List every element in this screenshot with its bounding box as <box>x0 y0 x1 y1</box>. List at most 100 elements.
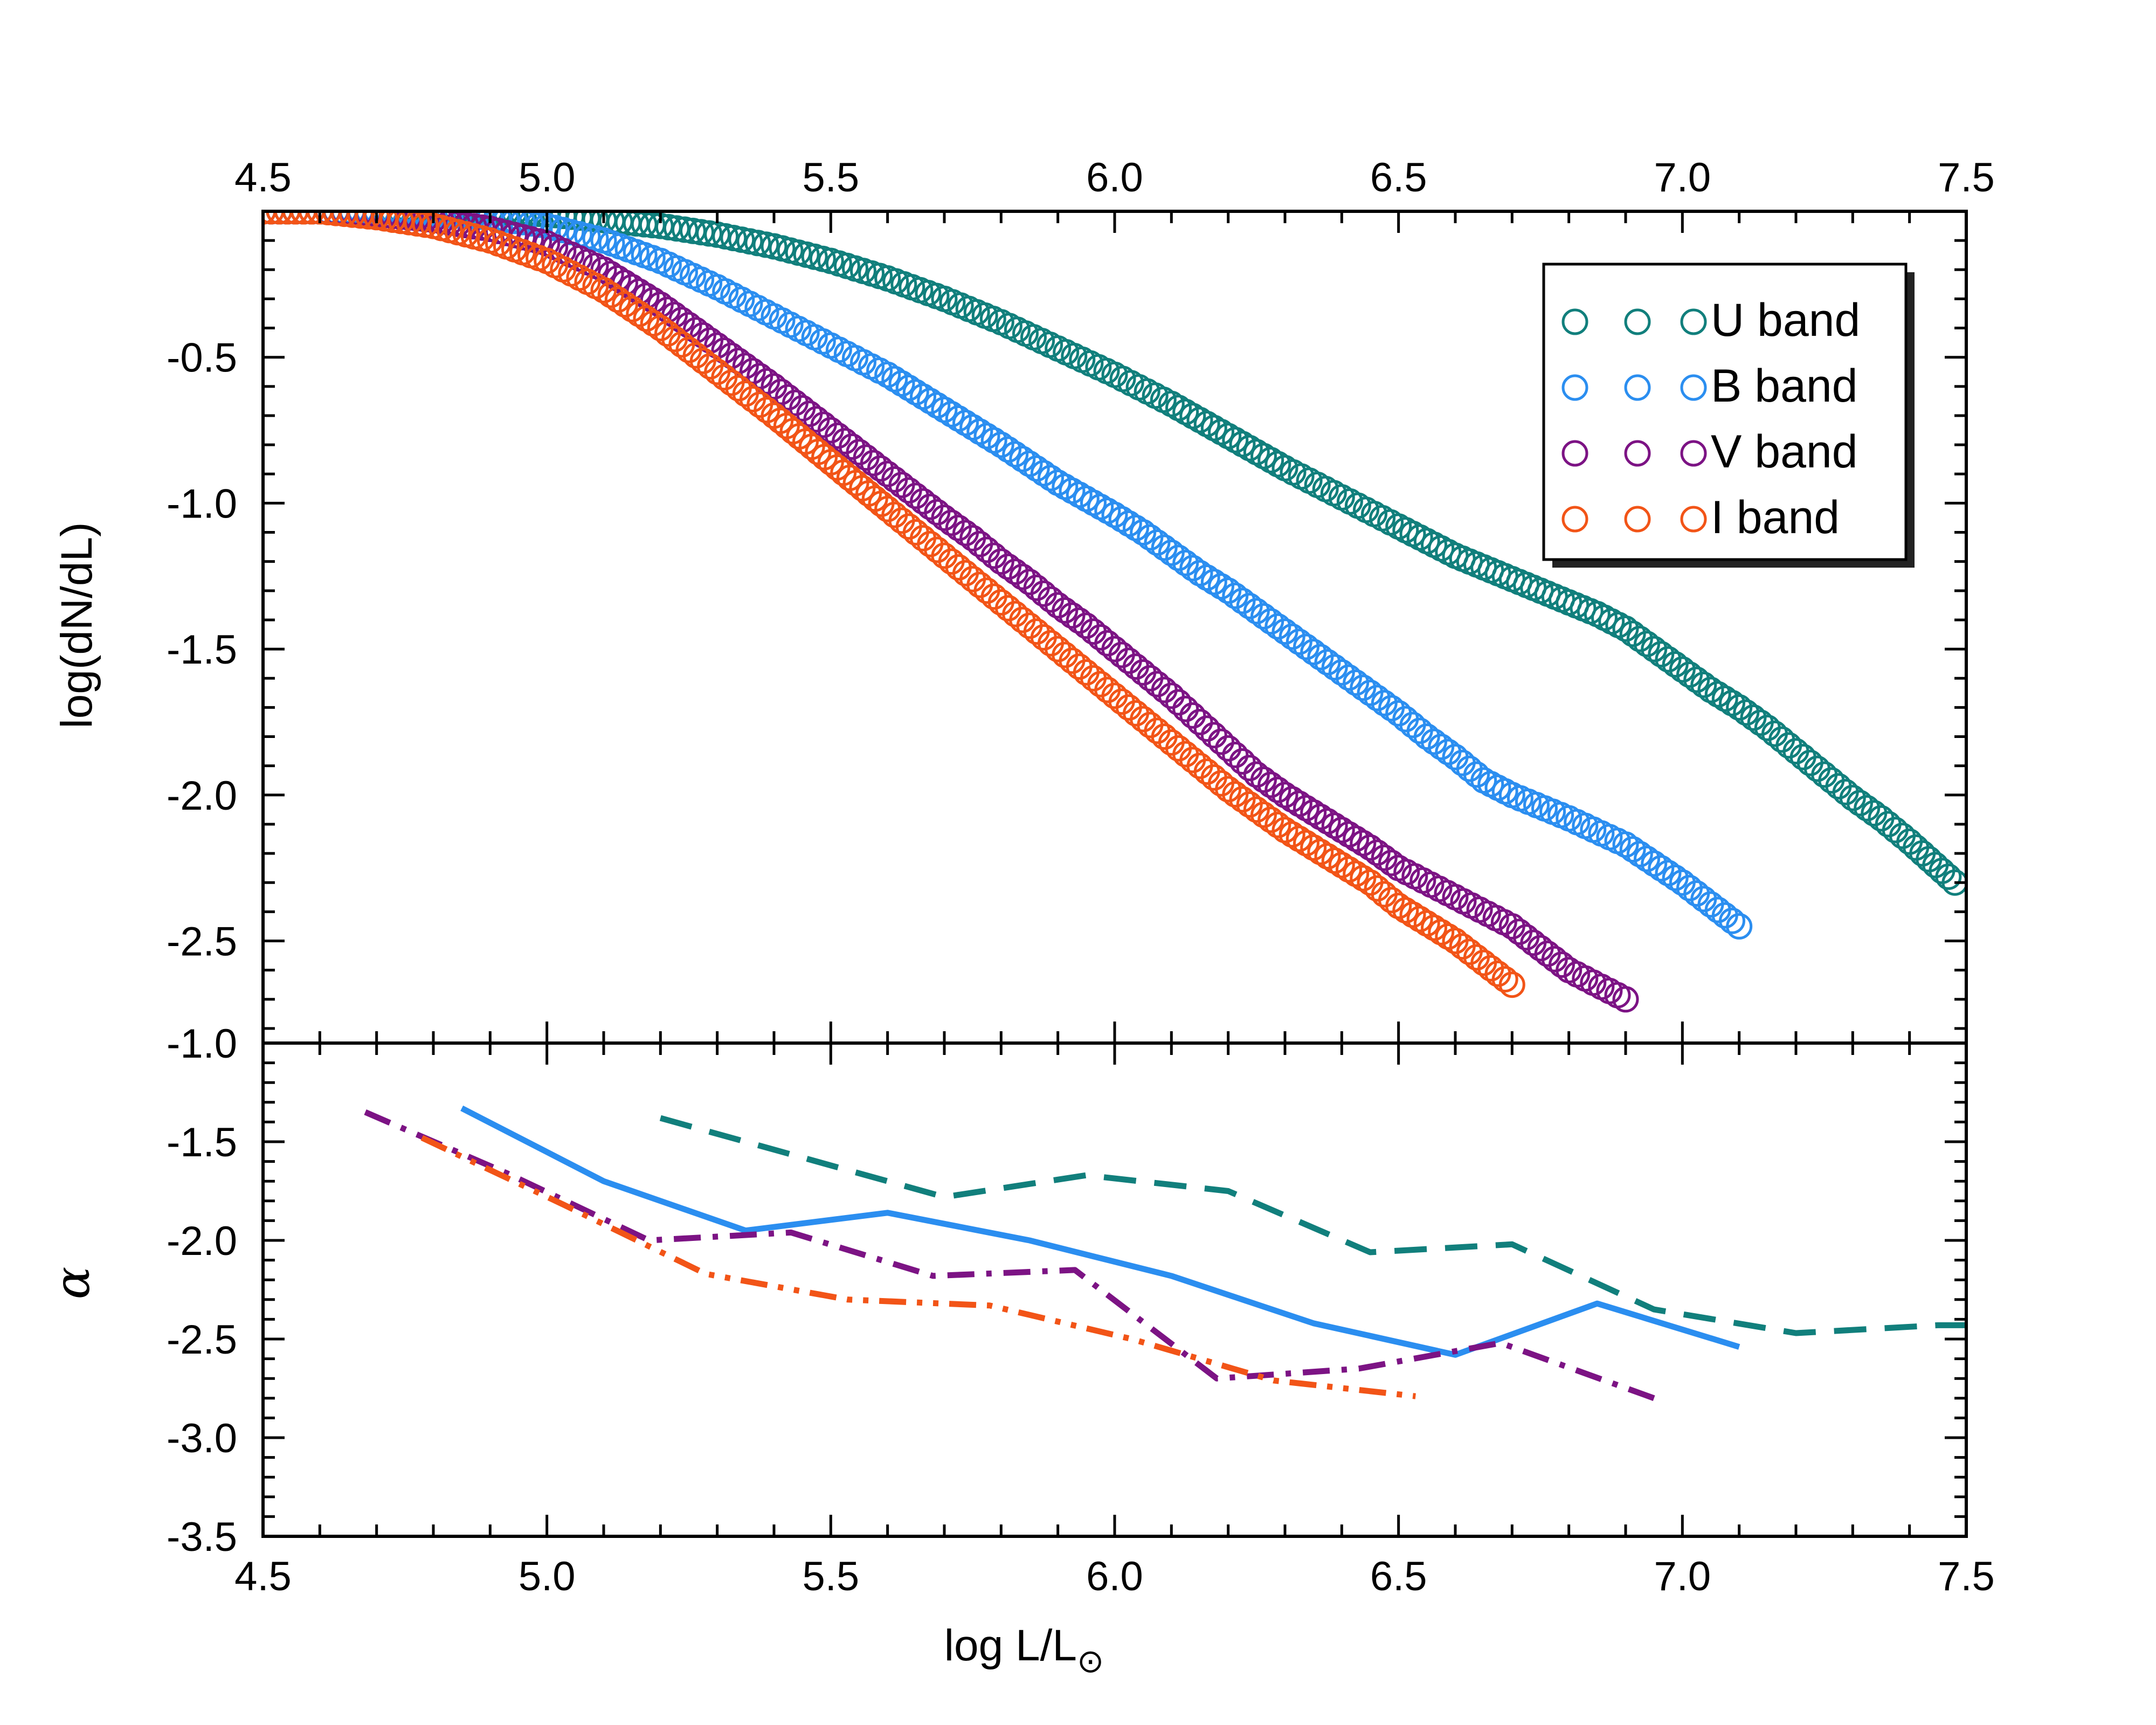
point-i-band <box>1236 791 1263 818</box>
point-b-band <box>1165 544 1192 571</box>
bottom-x-tick-label: 6.0 <box>1086 1554 1143 1599</box>
legend-label-v: V band <box>1711 426 1858 478</box>
point-b-band <box>895 375 922 401</box>
legend: U band B band V band I band <box>1542 263 1915 568</box>
point-i-band <box>1243 796 1270 823</box>
point-u-band <box>1719 689 1745 716</box>
point-i-band <box>1392 897 1419 924</box>
legend-marker-i-band <box>1680 506 1707 533</box>
point-b-band <box>1123 514 1149 541</box>
point-i-band <box>1343 860 1370 887</box>
point-i-band <box>1264 811 1291 838</box>
bottom-x-tick-label: 7.0 <box>1654 1554 1711 1599</box>
point-i-band <box>1385 893 1412 919</box>
point-v-band <box>1045 592 1072 619</box>
point-b-band <box>1200 569 1227 596</box>
legend-marker-v-band <box>1624 440 1651 467</box>
point-v-band <box>1272 782 1298 809</box>
point-v-band <box>945 514 972 541</box>
point-v-band <box>1286 790 1312 817</box>
point-i-band <box>1307 838 1334 865</box>
point-b-band <box>1101 501 1128 528</box>
point-v-band <box>1378 850 1405 877</box>
point-b-band <box>1719 907 1745 934</box>
point-i-band <box>1215 776 1242 803</box>
legend-marker-b-band <box>1561 374 1588 401</box>
bottom-y-tick-labels: -1.0 -1.5 -2.0 -2.5 -3.0 -3.5 <box>167 1021 237 1560</box>
point-b-band <box>959 414 986 441</box>
point-u-band <box>1634 631 1660 658</box>
point-u-band <box>1662 651 1689 678</box>
point-b-band <box>1108 506 1135 533</box>
point-v-band <box>1059 602 1086 629</box>
bottom-x-tick-label: 4.5 <box>234 1554 292 1599</box>
point-v-band <box>1193 715 1220 742</box>
legend-label-i: I band <box>1711 492 1840 543</box>
point-v-band <box>1222 741 1249 768</box>
point-u-band <box>1683 666 1710 693</box>
point-i-band <box>1491 966 1518 993</box>
point-i-band <box>1328 852 1355 879</box>
point-b-band <box>1130 519 1157 546</box>
point-b-band <box>1009 446 1036 472</box>
point-b-band <box>1293 633 1319 660</box>
point-u-band <box>1941 869 1966 896</box>
point-u-band <box>1655 646 1682 673</box>
point-v-band <box>995 553 1021 580</box>
point-u-band <box>1704 681 1731 708</box>
bottom-y-tick-label: -3.0 <box>167 1416 237 1461</box>
point-b-band <box>902 379 929 406</box>
point-b-band <box>1626 840 1653 867</box>
bottom-x-tick-labels: 4.5 5.0 5.5 6.0 6.5 7.0 7.5 <box>234 1554 1995 1599</box>
top-x-tick-label: 6.5 <box>1370 155 1427 201</box>
point-b-band <box>1307 644 1334 671</box>
point-b-band <box>1300 639 1327 665</box>
point-b-band <box>1634 845 1660 872</box>
point-b-band <box>917 388 944 415</box>
point-b-band <box>1272 618 1298 645</box>
point-b-band <box>1222 582 1249 609</box>
point-b-band <box>1236 592 1263 619</box>
plot-frame <box>261 210 1968 1538</box>
legend-marker-v-band <box>1680 440 1707 467</box>
point-u-band <box>1839 784 1866 811</box>
point-b-band <box>1328 659 1355 686</box>
point-b-band <box>1428 734 1455 760</box>
point-b-band <box>1144 529 1171 556</box>
top-y-tick-label: -2.0 <box>167 773 237 819</box>
point-u-band <box>1711 685 1738 712</box>
alpha-line-b-band <box>460 1105 1740 1358</box>
legend-marker-i-band <box>1561 506 1588 533</box>
top-y-tick-label: -1.5 <box>167 627 237 673</box>
point-i-band <box>1272 817 1298 844</box>
point-i-band <box>1279 821 1305 848</box>
point-b-band <box>995 436 1021 463</box>
point-i-band <box>263 211 285 225</box>
point-v-band <box>1549 951 1575 978</box>
alpha-line-u-band <box>659 1115 1966 1336</box>
point-i-band <box>597 281 624 308</box>
top-y-tick-label: -2.5 <box>167 919 237 965</box>
bottom-panel: 4.5 5.0 5.5 6.0 6.5 7.0 7.5 -1.0 -1.5 -2.0 -2.5 -3… <box>44 1021 1995 1679</box>
point-v-band <box>1165 689 1192 716</box>
top-axis-tick-labels: 4.5 5.0 5.5 6.0 6.5 7.0 7.5 <box>234 155 1995 201</box>
bottom-x-tick-label: 5.5 <box>803 1554 860 1599</box>
point-v-band <box>1364 839 1391 866</box>
x-axis-title-subscript: ⊙ <box>1077 1643 1104 1679</box>
point-v-band <box>1243 761 1270 788</box>
point-u-band <box>1935 863 1962 890</box>
legend-marker-u-band <box>1680 308 1707 335</box>
point-b-band <box>881 365 908 392</box>
point-b-band <box>1016 450 1043 477</box>
point-i-band <box>1421 914 1447 941</box>
point-u-band <box>1697 677 1724 703</box>
point-v-band <box>468 214 495 241</box>
point-u-band <box>1733 699 1760 726</box>
point-b-band <box>1215 577 1242 604</box>
point-v-band <box>1371 844 1398 871</box>
point-i-band <box>274 211 301 225</box>
point-b-band <box>1179 555 1206 582</box>
point-b-band <box>973 423 1000 450</box>
bottom-panel-ticks <box>261 1041 1968 1538</box>
point-i-band <box>612 291 638 318</box>
